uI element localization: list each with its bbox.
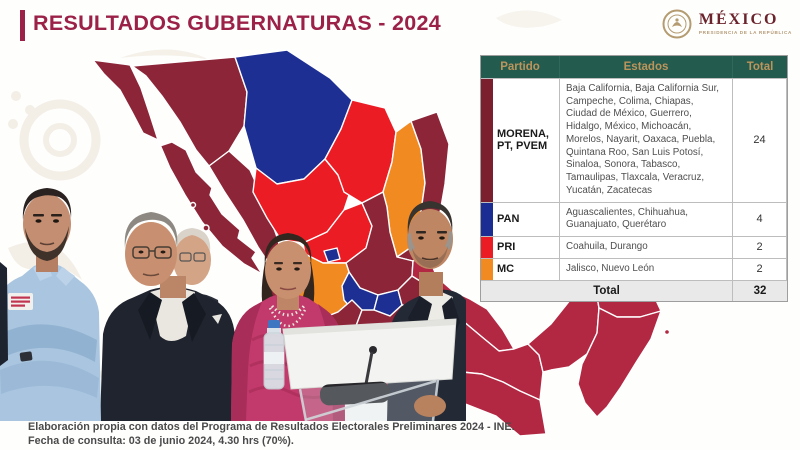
table-header-row: Partido Estados Total [481,56,787,78]
person-blue-shirt [0,188,101,421]
table-row-pan: PAN Aguascalientes, Chihuahua, Guanajuat… [481,201,787,237]
states-list: Aguascalientes, Chihuahua, Guanajuato, Q… [560,201,733,237]
party-name: MORENA, PT, PVEM [497,127,549,153]
island [202,224,210,232]
state-baja-california [92,59,159,141]
results-table: Partido Estados Total MORENA, PT, PVEM B… [480,55,788,302]
party-color-swatch [481,202,493,237]
national-seal-icon [662,9,692,39]
clasped-hands [414,395,446,417]
island [189,201,197,209]
table-grand-total-row: Total 32 [481,279,787,301]
party-color-swatch [481,237,493,258]
title-accent-bar [20,10,25,41]
logo-subtitle: PRESIDENCIA DE LA REPÚBLICA [698,29,792,35]
logo-country-name: MÉXICO [698,11,779,29]
row-total: 2 [733,236,787,258]
party-name: PAN [497,213,520,226]
states-list: Coahuila, Durango [560,236,733,258]
states-list: Baja California, Baja California Sur, Ca… [560,78,733,202]
row-total: 24 [733,78,787,202]
state-baja-california-sur [157,139,263,275]
mexico-government-logo: MÉXICO PRESIDENCIA DE LA REPÚBLICA [661,8,792,40]
water-bottle [263,320,285,390]
source-line-1: Elaboración propia con datos del Program… [28,421,515,433]
press-conference-photo [0,188,466,421]
row-total: 4 [733,201,787,237]
person-suit-glasses [100,212,236,421]
table-row-mc: MC Jalisco, Nuevo León 2 [481,257,787,280]
party-color-swatch [481,258,493,280]
party-name: MC [497,262,515,275]
grand-total-label: Total [481,280,733,301]
party-name: PRI [497,241,516,254]
state-quintana-roo [577,307,662,418]
island [663,328,671,336]
source-line-2: Fecha de consulta: 03 de junio 2024, 4.3… [28,435,294,448]
podium [263,318,457,421]
row-total: 2 [733,257,787,280]
column-header-total: Total [746,61,774,73]
page-title: RESULTADOS GUBERNATURAS - 2024 [33,11,441,35]
table-row-morena: MORENA, PT, PVEM Baja California, Baja C… [481,78,787,202]
grand-total-value: 32 [753,284,767,297]
party-color-swatch [481,79,493,202]
source-note: Elaboración propia con datos del Program… [28,420,515,448]
states-list: Jalisco, Nuevo León [560,257,733,280]
column-header-states: Estados [560,56,733,78]
column-header-party: Partido [481,56,560,78]
state-aguascalientes [323,247,341,263]
table-row-pri: PRI Coahuila, Durango 2 [481,236,787,258]
